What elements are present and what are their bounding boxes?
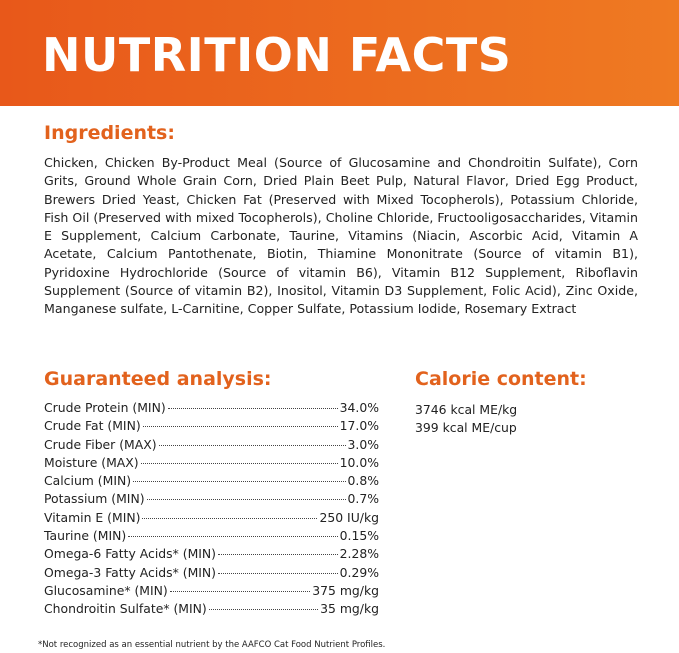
nutrient-label: Omega-6 Fatty Acids* (MIN) [44,546,217,562]
nutrient-label: Crude Protein (MIN) [44,400,166,415]
analysis-row: Crude Fat (MIN) 17.0% [44,418,379,436]
nutrient-label: Potassium (MIN) [44,491,145,507]
footnote: *Not recognized as an essential nutrient… [38,640,386,650]
analysis-row: Omega-6 Fatty Acids* (MIN) 2.28% [44,546,379,564]
analysis-row: Crude Fiber (MAX) 3.0% [44,437,379,455]
header-band: NUTRITION FACTS [0,0,679,106]
analysis-table: Crude Protein (MIN) 34.0% Crude Fat (MIN) 1… [44,400,379,620]
analysis-row: Omega-3 Fatty Acids* (MIN) 0.29% [44,565,379,583]
nutrient-value: 375 mg/kg [312,582,379,598]
nutrient-value: 250 IU/kg [319,509,379,525]
calorie-heading: Calorie content: [415,368,587,390]
nutrient-value: 2.28% [339,546,379,562]
nutrient-value: 0.15% [339,528,379,544]
analysis-heading: Guaranteed analysis: [44,368,272,390]
nutrient-value: 17.0% [339,418,379,434]
nutrient-value: 0.8% [347,473,379,489]
ingredients-text: Chicken, Chicken By-Product Meal (Source… [44,155,638,317]
calorie-line: 3746 kcal ME/kg [415,402,518,417]
nutrient-label: Crude Fat (MIN) [44,418,141,434]
analysis-row: Calcium (MIN) 0.8% [44,473,379,491]
nutrient-value: 3.0% [347,436,379,452]
analysis-row: Glucosamine* (MIN) 375 mg/kg [44,583,379,601]
ingredients-heading: Ingredients: [44,122,175,144]
nutrient-label: Vitamin E (MIN) [44,509,141,525]
nutrient-label: Omega-3 Fatty Acids* (MIN) [44,564,217,580]
analysis-row: Moisture (MAX) 10.0% [44,455,379,473]
nutrient-label: Chondroitin Sulfate* (MIN) [44,601,207,617]
nutrient-value: 10.0% [339,454,379,470]
nutrient-label: Calcium (MIN) [44,473,132,489]
nutrient-label: Crude Fiber (MAX) [44,436,157,452]
nutrient-value: 35 mg/kg [320,601,379,617]
nutrient-value: 34.0% [339,400,379,415]
analysis-row: Vitamin E (MIN) 250 IU/kg [44,510,379,528]
analysis-row: Potassium (MIN) 0.7% [44,491,379,509]
nutrient-label: Glucosamine* (MIN) [44,582,168,598]
analysis-row: Crude Protein (MIN) 34.0% [44,400,379,418]
calorie-line: 399 kcal ME/cup [415,420,517,436]
nutrient-label: Taurine (MIN) [44,528,127,544]
nutrient-value: 0.7% [347,491,379,507]
analysis-row: Taurine (MIN) 0.15% [44,528,379,546]
title: NUTRITION FACTS [42,28,512,82]
nutrient-label: Moisture (MAX) [44,454,139,470]
calorie-list: 3746 kcal ME/kg 399 kcal ME/cup [415,401,517,438]
analysis-row: Chondroitin Sulfate* (MIN) 35 mg/kg [44,601,379,619]
nutrient-value: 0.29% [339,564,379,580]
